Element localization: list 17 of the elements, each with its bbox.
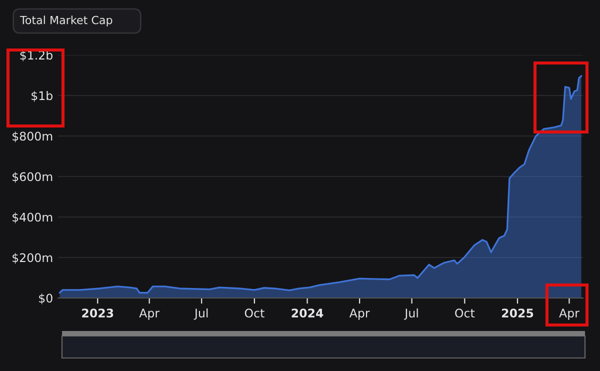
x-tick-label: 2024 xyxy=(292,308,324,318)
y-tick-label: $0 xyxy=(39,294,52,304)
y-tick-label: $800m xyxy=(12,132,52,142)
x-tick-label: Apr xyxy=(559,308,580,320)
x-tick-label: 2025 xyxy=(502,308,534,318)
x-tick-label: Jul xyxy=(404,308,418,320)
x-tick-label: Apr xyxy=(349,308,370,320)
x-tick-label: Oct xyxy=(244,308,264,318)
text: Total Market Cap xyxy=(20,16,112,26)
x-tick-label: Apr xyxy=(139,308,160,320)
x-tick-label: Jul xyxy=(194,308,208,320)
y-tick-label: $400m xyxy=(12,212,52,224)
y-tick-label: $600m xyxy=(12,172,52,183)
y-tick-label: $1b xyxy=(32,91,52,102)
x-tick-label: Oct xyxy=(455,308,475,318)
x-tick-label: 2023 xyxy=(82,308,114,318)
y-tick-label: $200m xyxy=(12,253,52,264)
